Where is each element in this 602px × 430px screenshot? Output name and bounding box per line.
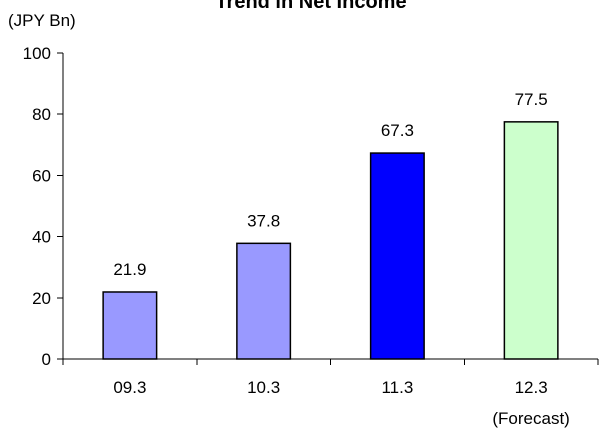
y-unit-label: (JPY Bn) [8, 11, 76, 30]
data-label: 77.5 [515, 90, 548, 109]
y-tick-label: 60 [32, 166, 51, 185]
category-label: 09.3 [113, 378, 146, 397]
bar-09-3 [102, 291, 158, 360]
bar-11-3 [369, 152, 425, 360]
data-label: 67.3 [381, 121, 414, 140]
category-label: 10.3 [247, 378, 280, 397]
category-label: 11.3 [381, 378, 413, 397]
y-tick-label: 80 [32, 105, 51, 124]
data-labels: 21.9 37.8 67.3 77.5 [113, 90, 547, 279]
y-tick-label: 20 [32, 289, 51, 308]
bar-10-3 [236, 242, 292, 360]
chart-title: Trend in Net Income [215, 0, 406, 13]
data-label: 37.8 [247, 211, 280, 230]
y-tick-labels: 0 20 40 60 80 100 [23, 44, 51, 369]
category-labels: 09.3 10.3 11.3 12.3 (Forecast) [113, 378, 570, 428]
y-tick-label: 40 [32, 228, 51, 247]
data-label: 21.9 [113, 260, 146, 279]
bar-12-3 [503, 121, 559, 360]
y-tick-label: 0 [42, 350, 51, 369]
category-label: 12.3 [515, 378, 548, 397]
bars [102, 121, 559, 360]
y-tick-label: 100 [23, 44, 51, 63]
category-note: (Forecast) [492, 409, 569, 428]
